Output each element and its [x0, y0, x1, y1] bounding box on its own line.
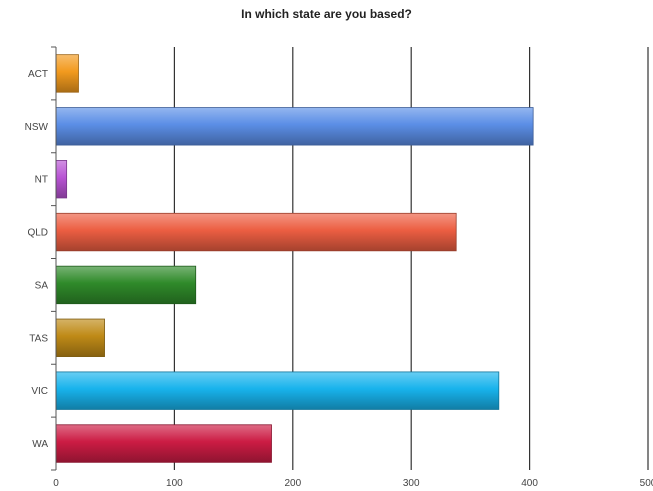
- y-tick-label: WA: [32, 439, 48, 450]
- x-tick-label: 500: [640, 478, 653, 489]
- y-tick-label: ACT: [28, 69, 48, 80]
- y-tick-label: NT: [35, 175, 48, 186]
- x-tick-label: 100: [166, 478, 183, 489]
- x-tick-label: 0: [53, 478, 59, 489]
- bar-wa: [55, 424, 272, 463]
- bars: [55, 54, 534, 463]
- x-tick-label: 400: [521, 478, 538, 489]
- x-tick-label: 200: [284, 478, 301, 489]
- y-tick-label: SA: [35, 280, 49, 291]
- bar-sa: [55, 265, 197, 305]
- chart-title: In which state are you based?: [241, 7, 412, 21]
- bar-nsw: [55, 107, 534, 146]
- y-tick-label: QLD: [27, 228, 48, 239]
- x-tick-label: 300: [403, 478, 420, 489]
- bar-qld: [55, 212, 457, 252]
- y-tick-label: NSW: [25, 122, 49, 133]
- bar-tas: [55, 318, 105, 357]
- axes: 0 100 200 300 400 500 ACT NSW NT QLD SA TAS VIC WA: [25, 46, 653, 489]
- y-tick-label: VIC: [31, 386, 48, 397]
- y-tick-label: TAS: [29, 333, 48, 344]
- bar-nt: [55, 160, 68, 199]
- bar-vic: [55, 371, 500, 410]
- bar-act: [55, 54, 79, 93]
